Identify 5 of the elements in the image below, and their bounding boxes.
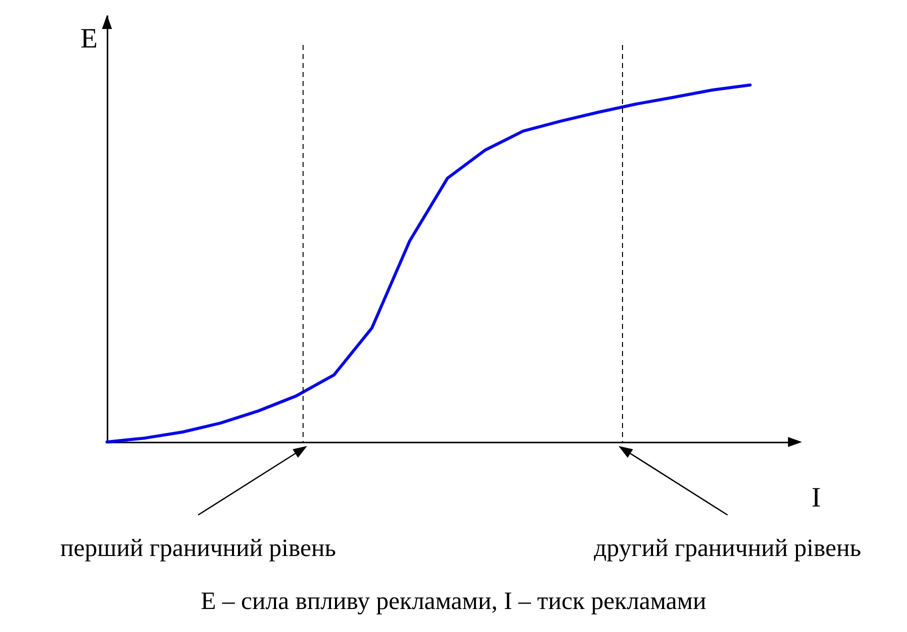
text: другий граничний рівень: [594, 535, 862, 562]
y-axis-title: E: [80, 24, 98, 54]
text: перший граничний рівень: [60, 535, 336, 562]
text: E – сила впливу рекламами, I – тиск рекламами: [200, 588, 708, 616]
x-axis-title: I: [812, 482, 821, 514]
